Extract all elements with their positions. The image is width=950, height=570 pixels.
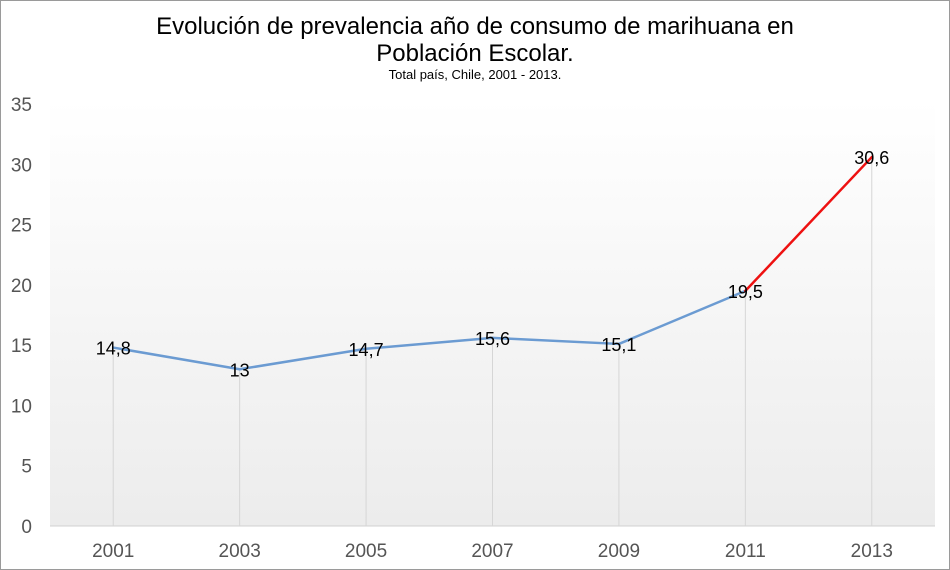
- data-label: 14,7: [349, 340, 384, 360]
- data-label: 30,6: [854, 148, 889, 168]
- y-tick-label: 35: [11, 95, 32, 116]
- x-tick-label: 2009: [598, 541, 640, 562]
- y-tick-label: 0: [21, 517, 32, 538]
- chart-title-line1: Evolución de prevalencia año de consumo …: [156, 13, 794, 40]
- data-label: 14,8: [96, 339, 131, 359]
- series-segment: [238, 347, 368, 371]
- series-segment: [491, 336, 621, 346]
- data-label: 15,6: [475, 329, 510, 349]
- x-tick-label: 2011: [725, 541, 766, 562]
- y-tick-label: 15: [11, 336, 32, 357]
- series-segment: [111, 346, 241, 371]
- data-label: 13: [230, 360, 250, 380]
- series-segment: [617, 289, 747, 346]
- data-label: 19,5: [728, 282, 763, 302]
- x-tick-label: 2001: [92, 541, 134, 562]
- series-segment: [364, 336, 494, 351]
- x-tick-label: 2005: [345, 541, 387, 562]
- chart-title-line2: Población Escolar.: [376, 40, 574, 67]
- y-tick-label: 10: [11, 396, 32, 417]
- data-label: 15,1: [601, 335, 636, 355]
- x-tick-label: 2003: [219, 541, 261, 562]
- x-tick-label: 2007: [471, 541, 513, 562]
- x-tick-label: 2013: [851, 541, 893, 562]
- y-tick-label: 30: [11, 155, 32, 176]
- chart-subtitle: Total país, Chile, 2001 - 2013.: [388, 67, 562, 82]
- y-tick-label: 5: [21, 457, 32, 478]
- y-tick-label: 25: [11, 216, 32, 237]
- series-segment-highlight: [744, 155, 874, 293]
- y-tick-label: 20: [11, 276, 32, 297]
